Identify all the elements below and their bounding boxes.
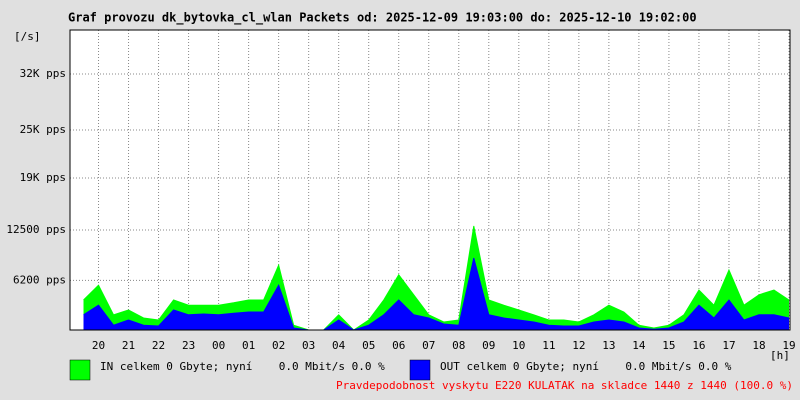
x-tick-label: 12 (572, 339, 585, 352)
x-tick-label: 22 (152, 339, 165, 352)
y-axis-label: [/s] (14, 30, 41, 43)
x-tick-label: 02 (272, 339, 285, 352)
x-tick-label: 06 (392, 339, 405, 352)
x-tick-label: 09 (482, 339, 495, 352)
y-tick-label: 6200 pps (13, 273, 66, 286)
x-tick-label: 13 (602, 339, 615, 352)
x-tick-label: 03 (302, 339, 315, 352)
chart-title: Graf provozu dk_bytovka_cl_wlan Packets … (68, 11, 697, 26)
x-tick-label: 08 (452, 339, 465, 352)
x-tick-label: 15 (662, 339, 675, 352)
x-tick-label: 04 (332, 339, 346, 352)
y-tick-label: 19K pps (20, 171, 66, 184)
x-tick-label: 23 (182, 339, 195, 352)
x-tick-label: 11 (542, 339, 555, 352)
x-tick-label: 05 (362, 339, 375, 352)
legend-swatch (409, 359, 431, 381)
x-tick-label: 17 (722, 339, 735, 352)
x-tick-label: 21 (122, 339, 135, 352)
legend-label: IN celkem 0 Gbyte; nyní 0.0 Mbit/s 0.0 % (100, 360, 385, 373)
note: Pravdepodobnost vyskytu E220 KULATAK na … (336, 379, 793, 392)
x-tick-label: 20 (92, 339, 105, 352)
area-fill (83, 226, 790, 330)
legend-label: OUT celkem 0 Gbyte; nyní 0.0 Mbit/s 0.0 … (440, 360, 732, 373)
x-tick-label: 16 (692, 339, 705, 352)
series-line (83, 225, 790, 331)
x-tick-label: 10 (512, 339, 525, 352)
x-tick-label: 00 (212, 339, 225, 352)
series-line (83, 257, 790, 331)
x-tick-label: 07 (422, 339, 435, 352)
x-tick-label: 01 (242, 339, 255, 352)
y-tick-label: 32K pps (20, 67, 66, 80)
y-tick-label: 12500 pps (6, 223, 66, 236)
plot-area (70, 30, 790, 330)
legend-swatch (69, 359, 91, 381)
x-tick-label: 14 (632, 339, 646, 352)
x-tick-label: 19 (782, 339, 795, 352)
x-tick-label: 18 (752, 339, 765, 352)
y-tick-label: 25K pps (20, 123, 66, 136)
plot-border (69, 29, 791, 331)
x-axis-label: [h] (770, 349, 790, 362)
